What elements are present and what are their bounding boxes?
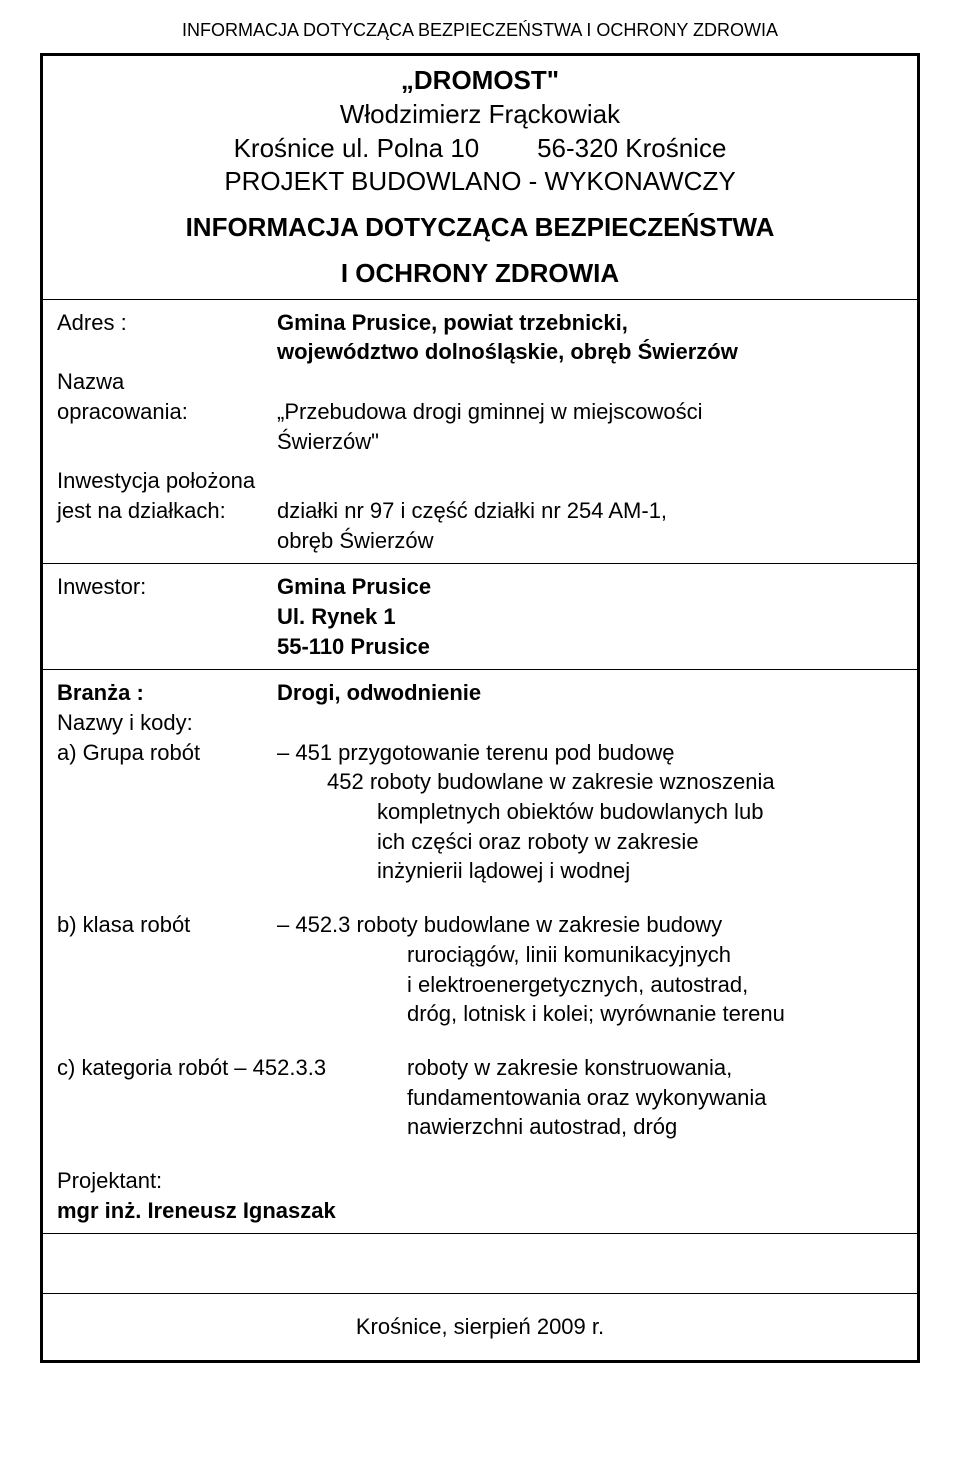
branza-nazwy-cell: Branża : Drogi, odwodnienie Nazwy i kody… [42,670,919,1234]
klasa-value-line1: – 452.3 roboty budowlane w zakresie budo… [277,910,903,940]
kategoria-value-line3: nawierzchni autostrad, dróg [407,1112,903,1142]
projektant-label: Projektant: [57,1166,903,1196]
company-address: Krośnice ul. Polna 10 56-320 Krośnice [57,132,903,166]
grupa-value-line4: ich części oraz roboty w zakresie [277,827,903,857]
grupa-value-line2: 452 roboty budowlane w zakresie wznoszen… [277,767,903,797]
klasa-value-line3: i elektroenergetycznych, autostrad, [277,970,903,1000]
inwestor-label: Inwestor: [57,572,277,661]
owner-name: Włodzimierz Frąckowiak [57,98,903,132]
inwestor-cell: Inwestor: Gmina Prusice Ul. Rynek 1 55-1… [42,564,919,670]
address-street: Krośnice ul. Polna 10 [234,133,480,163]
grupa-value-line1: – 451 przygotowanie terenu pod budowę [277,738,903,768]
inwestycja-label-line1: Inwestycja położona [57,466,903,496]
adres-value-line1: Gmina Prusice, powiat trzebnicki, [277,308,903,338]
adres-label: Adres : [57,308,277,367]
adres-nazwa-cell: Adres : Gmina Prusice, powiat trzebnicki… [42,299,919,564]
nazwy-kody-label: Nazwy i kody: [57,708,903,738]
kategoria-value-line2: fundamentowania oraz wykonywania [407,1083,903,1113]
nazwa-label-line2: opracowania: [57,397,277,427]
grupa-label: a) Grupa robót [57,738,277,886]
klasa-value-line4: dróg, lotnisk i kolei; wyrównanie terenu [277,999,903,1029]
page-header: INFORMACJA DOTYCZĄCA BEZPIECZEŃSTWA I OC… [40,20,920,41]
nazwa-value-line2: Świerzów" [277,427,903,457]
company-name: „DROMOST" [57,64,903,98]
inwestycja-value-line1: działki nr 97 i część działki nr 254 AM-… [277,496,903,526]
projektant-value: mgr inż. Ireneusz Ignaszak [57,1196,903,1226]
adres-value-line2: województwo dolnośląskie, obręb Świerzów [277,337,903,367]
info-title-line1: INFORMACJA DOTYCZĄCA BEZPIECZEŃSTWA [57,211,903,245]
kategoria-label: c) kategoria robót – 452.3.3 [57,1053,407,1142]
grupa-value-line3: kompletnych obiektów budowlanych lub [277,797,903,827]
footer-date-place: Krośnice, sierpień 2009 r. [42,1294,919,1362]
branza-value: Drogi, odwodnienie [277,678,903,708]
grupa-value-line5: inżynierii lądowej i wodnej [277,856,903,886]
branza-label: Branża : [57,678,277,708]
signature-cell [42,1234,919,1294]
klasa-value-line2: rurociągów, linii komunikacyjnych [277,940,903,970]
nazwa-label-line1: Nazwa [57,367,277,397]
inwestor-value-line1: Gmina Prusice [277,572,903,602]
inwestycja-label-line2: jest na działkach: [57,496,277,555]
address-postcode: 56-320 Krośnice [537,133,726,163]
nazwa-value-line1: „Przebudowa drogi gminnej w miejscowości [277,397,903,427]
klasa-label: b) klasa robót [57,910,277,1029]
project-type: PROJEKT BUDOWLANO - WYKONAWCZY [57,165,903,199]
inwestor-value-line3: 55-110 Prusice [277,632,903,662]
inwestycja-value-line2: obręb Świerzów [277,526,903,556]
main-document-table: „DROMOST" Włodzimierz Frąckowiak Krośnic… [40,53,920,1363]
kategoria-value-line1: roboty w zakresie konstruowania, [407,1053,903,1083]
info-title-line2: I OCHRONY ZDROWIA [57,257,903,291]
inwestor-value-line2: Ul. Rynek 1 [277,602,903,632]
company-header-cell: „DROMOST" Włodzimierz Frąckowiak Krośnic… [42,55,919,300]
